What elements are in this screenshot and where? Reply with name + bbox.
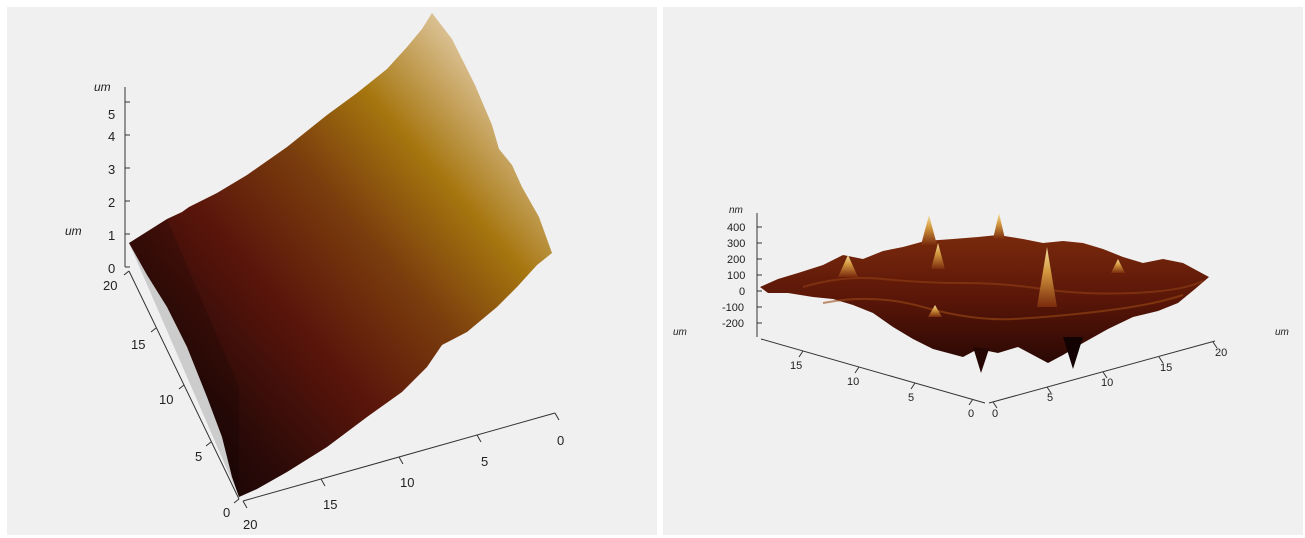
right-z-tick: 0 bbox=[739, 286, 745, 298]
left-z-unit: um bbox=[94, 80, 111, 94]
right-right-tick: 10 bbox=[1101, 377, 1113, 389]
left-z-tick: 3 bbox=[108, 162, 115, 177]
right-surface-peak bbox=[928, 305, 942, 317]
right-z-tick: 200 bbox=[727, 254, 745, 266]
right-z-tick: 400 bbox=[727, 222, 745, 234]
left-surface-shadow bbox=[129, 219, 239, 497]
right-surface-peak bbox=[931, 243, 945, 269]
right-right-tick: 0 bbox=[992, 408, 998, 420]
left-x-tick: 10 bbox=[400, 475, 414, 490]
right-z-tick: 100 bbox=[727, 270, 745, 282]
right-surface-dip bbox=[1063, 337, 1083, 369]
left-z-tick: 4 bbox=[108, 129, 115, 144]
right-left-unit: um bbox=[673, 327, 687, 338]
right-surface-ridge bbox=[822, 294, 1184, 321]
right-left-axis bbox=[760, 338, 986, 404]
right-left-tick: 5 bbox=[908, 392, 914, 404]
right-surface-peak bbox=[921, 215, 937, 245]
right-z-tick: 300 bbox=[727, 238, 745, 250]
right-z-tick: -200 bbox=[722, 318, 744, 330]
right-right-tick: 20 bbox=[1215, 347, 1227, 359]
right-surface-peak bbox=[1037, 247, 1057, 307]
right-surface-panel: 400 300 200 100 0 -100 -200 nm um um 15 … bbox=[663, 7, 1303, 535]
right-right-tick: 5 bbox=[1047, 392, 1053, 404]
right-surface-ridge bbox=[802, 277, 1204, 295]
left-y-tick: 0 bbox=[223, 505, 230, 520]
right-z-tick: -100 bbox=[722, 302, 744, 314]
right-z-unit: nm bbox=[729, 205, 743, 216]
left-x-tick: 20 bbox=[243, 517, 257, 532]
left-surface-plot: 0 1 2 3 4 5 um um 20 15 10 5 0 bbox=[65, 13, 564, 532]
right-right-axis bbox=[988, 340, 1216, 404]
right-left-tick: 0 bbox=[968, 408, 974, 420]
right-surface-peak bbox=[993, 213, 1005, 239]
left-x-tick: 0 bbox=[557, 433, 564, 448]
left-y-unit: um bbox=[65, 224, 82, 238]
left-z-tick: 2 bbox=[108, 195, 115, 210]
left-surface-panel: 0 1 2 3 4 5 um um 20 15 10 5 0 bbox=[7, 7, 657, 535]
right-surface-peak bbox=[1111, 259, 1125, 273]
left-y-tick: 10 bbox=[159, 392, 173, 407]
left-z-tick: 5 bbox=[108, 107, 115, 122]
left-y-tick: 15 bbox=[131, 337, 145, 352]
right-surface-peak bbox=[838, 255, 858, 277]
left-x-tick: 5 bbox=[481, 454, 488, 469]
left-z-tick: 1 bbox=[108, 228, 115, 243]
right-surface-dip bbox=[973, 347, 989, 373]
right-right-tick: 15 bbox=[1160, 362, 1172, 374]
right-left-tick: 15 bbox=[790, 360, 802, 372]
left-surface bbox=[129, 13, 552, 497]
left-y-tick: 5 bbox=[195, 449, 202, 464]
right-surface-plot: 400 300 200 100 0 -100 -200 nm um um 15 … bbox=[673, 205, 1289, 420]
right-right-unit: um bbox=[1275, 327, 1289, 338]
left-z-tick: 0 bbox=[108, 261, 115, 276]
left-y-tick: 20 bbox=[103, 278, 117, 293]
left-x-tick: 15 bbox=[323, 497, 337, 512]
right-surface bbox=[760, 235, 1209, 363]
right-left-tick: 10 bbox=[847, 376, 859, 388]
